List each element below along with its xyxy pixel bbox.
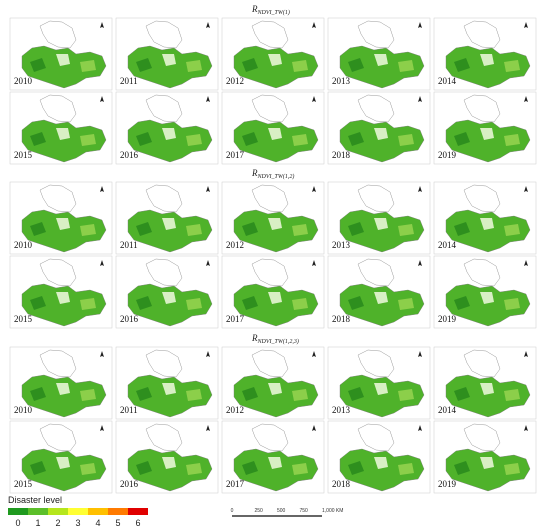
panel-year: 2013 <box>332 76 351 86</box>
panel-year: 2010 <box>14 76 33 86</box>
panel-year: 2011 <box>120 76 138 86</box>
group-title-subscript: NDVI_TW(1,2) <box>257 173 295 180</box>
panel-year: 2012 <box>226 76 244 86</box>
panel-year: 2010 <box>14 405 33 415</box>
panel-year: 2017 <box>226 314 245 324</box>
panel-year: 2019 <box>438 150 457 160</box>
legend-label: 4 <box>95 518 100 528</box>
panel-year: 2017 <box>226 479 245 489</box>
legend-title: Disaster level <box>8 495 62 505</box>
panel-year: 2015 <box>14 314 33 324</box>
scale-label: 250 <box>255 508 264 514</box>
panel-year: 2015 <box>14 150 33 160</box>
legend-label: 6 <box>135 518 140 528</box>
legend-swatch <box>28 508 48 515</box>
panel-year: 2016 <box>120 479 139 489</box>
scale-label: 0 <box>231 508 234 514</box>
legend-swatch <box>48 508 68 515</box>
group-title-main: R <box>251 168 258 178</box>
legend-label: 5 <box>115 518 120 528</box>
panel-year: 2014 <box>438 76 457 86</box>
legend-swatch <box>8 508 28 515</box>
panel-year: 2016 <box>120 314 139 324</box>
panel-year: 2010 <box>14 240 33 250</box>
scale-label: 1,000 KM <box>322 508 343 514</box>
group-title-main: R <box>251 333 258 343</box>
panel-year: 2013 <box>332 405 351 415</box>
panel-year: 2012 <box>226 240 244 250</box>
legend-label: 0 <box>15 518 20 528</box>
panel-year: 2012 <box>226 405 244 415</box>
group-title-subscript: NDVI_TW(1,2,3) <box>257 338 299 345</box>
group-title: RNDVI_TW(1,2,3) <box>251 333 299 345</box>
legend-label: 3 <box>75 518 80 528</box>
panel-year: 2011 <box>120 240 138 250</box>
panel-year: 2014 <box>438 405 457 415</box>
panel-year: 2014 <box>438 240 457 250</box>
legend-label: 1 <box>35 518 40 528</box>
group-title-main: R <box>251 4 258 14</box>
legend-label: 2 <box>55 518 60 528</box>
panel-year: 2016 <box>120 150 139 160</box>
panel-year: 2018 <box>332 479 351 489</box>
panel-year: 2017 <box>226 150 245 160</box>
group-title-subscript: NDVI_TW(1) <box>257 9 290 16</box>
legend-swatch <box>108 508 128 515</box>
panel-year: 2018 <box>332 150 351 160</box>
panel-year: 2015 <box>14 479 33 489</box>
legend-swatch <box>128 508 148 515</box>
legend-swatch <box>88 508 108 515</box>
scale-label: 500 <box>277 508 286 514</box>
panel-year: 2013 <box>332 240 351 250</box>
legend-swatch <box>68 508 88 515</box>
scale-label: 750 <box>300 508 309 514</box>
panel-year: 2019 <box>438 479 457 489</box>
panel-year: 2019 <box>438 314 457 324</box>
panel-year: 2011 <box>120 405 138 415</box>
group-title: RNDVI_TW(1,2) <box>251 168 294 180</box>
panel-year: 2018 <box>332 314 351 324</box>
group-title: RNDVI_TW(1) <box>251 4 290 16</box>
